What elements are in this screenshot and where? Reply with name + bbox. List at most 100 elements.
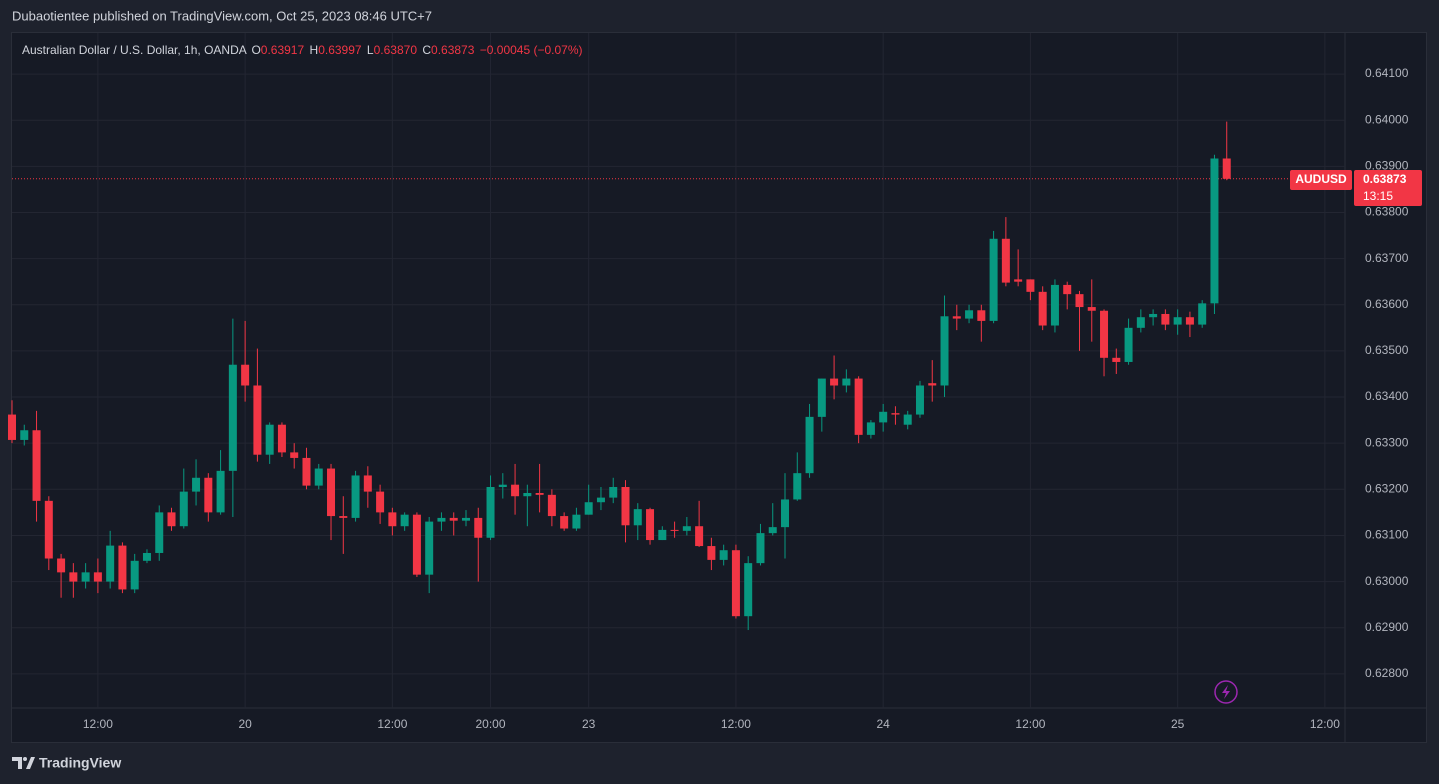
candle-body [560, 516, 569, 529]
y-tick-label: 0.63900 [1365, 159, 1409, 173]
candle-body [854, 378, 863, 435]
candle-body [866, 422, 875, 435]
candle-body [928, 383, 937, 386]
candle-body [830, 378, 839, 386]
y-tick-label: 0.62900 [1365, 620, 1409, 634]
candle-body [584, 502, 593, 515]
legend-header: Australian Dollar / U.S. Dollar, 1h, OAN… [22, 43, 583, 57]
candle-body [228, 364, 237, 471]
candle-body [940, 316, 949, 386]
x-tick-label: 23 [582, 717, 596, 731]
candle-body [425, 521, 434, 575]
y-tick-label: 0.63700 [1365, 251, 1409, 265]
candle-body [1149, 313, 1158, 318]
candle-body [1161, 313, 1170, 325]
candle-body [695, 526, 704, 547]
candle-body [989, 238, 998, 321]
x-tick-label: 20:00 [476, 717, 506, 731]
y-tick-label: 0.62800 [1365, 666, 1409, 680]
candle-body [707, 546, 716, 560]
candle-body [523, 492, 532, 497]
candle-body [363, 475, 372, 492]
brand: TradingView [12, 755, 121, 771]
high-value: 0.63997 [318, 43, 362, 57]
open-value: 0.63917 [261, 43, 305, 57]
price-tag-value: 0.63873 [1363, 172, 1407, 186]
candles [8, 121, 1231, 631]
y-tick-label: 0.63600 [1365, 297, 1409, 311]
candle-body [253, 385, 262, 455]
candle-body [327, 468, 336, 517]
x-tick-label: 12:00 [377, 717, 407, 731]
candle-body [817, 378, 826, 417]
candle-body [1112, 357, 1121, 362]
open-label: O [251, 43, 260, 57]
candle-body [1100, 310, 1109, 358]
symbol-tag-box [1290, 170, 1352, 190]
candle-body [609, 486, 618, 498]
x-tick-label: 25 [1171, 717, 1185, 731]
candle-body [879, 411, 888, 423]
candle-body [1210, 158, 1219, 304]
candle-body [903, 414, 912, 425]
candle-body [167, 512, 176, 527]
candle-body [633, 509, 642, 526]
candle-body [744, 563, 753, 617]
candle-body [915, 385, 924, 415]
x-tick-label: 24 [876, 717, 890, 731]
candle-body [474, 517, 483, 538]
candle-body [32, 430, 41, 501]
symbol-tag: AUDUSD [1295, 172, 1347, 186]
y-tick-label: 0.63300 [1365, 435, 1409, 449]
candle-body [731, 550, 740, 617]
candle-body [805, 416, 814, 474]
candle-body [719, 550, 728, 560]
lightning-icon [1214, 680, 1238, 704]
high-label: H [310, 43, 319, 57]
candle-body [768, 527, 777, 534]
icon-bolt [1222, 685, 1230, 699]
candle-body [1222, 158, 1231, 179]
icon-ring [1214, 680, 1238, 704]
price-tag-box [1354, 170, 1422, 206]
symbol: Australian Dollar / U.S. Dollar, 1h, OAN… [22, 43, 247, 57]
candle-body [535, 492, 544, 495]
candle-body [1050, 284, 1059, 326]
candle-body [1173, 317, 1182, 325]
change: −0.00045 (−0.07%) [480, 43, 583, 57]
candle-body [547, 494, 556, 517]
candle-body [400, 514, 409, 527]
candle-body [20, 430, 29, 440]
y-tick-label: 0.63400 [1365, 389, 1409, 403]
candle-body [106, 545, 115, 582]
x-tick-label: 12:00 [83, 717, 113, 731]
price-tag: AUDUSD 0.63873 13:15 [1290, 170, 1422, 206]
candle-body [1075, 294, 1084, 308]
candle-body [1198, 303, 1207, 325]
candle-body [142, 552, 151, 561]
candle-body [1185, 317, 1194, 325]
x-tick-label: 20 [238, 717, 252, 731]
candle-body [1014, 279, 1023, 282]
candle-body [57, 558, 66, 573]
candle-body [412, 514, 421, 575]
candle-body [265, 424, 274, 455]
candle-body [192, 477, 201, 492]
candle-body [658, 529, 667, 541]
candle-body [130, 560, 139, 590]
candle-body [290, 452, 299, 458]
brand-logo-dot [23, 757, 27, 761]
candle-body [1124, 327, 1133, 362]
candle-body [793, 473, 802, 500]
candle-body [8, 414, 16, 440]
publisher-line: Dubaotientee published on TradingView.co… [12, 8, 432, 23]
candle-body [1026, 279, 1035, 292]
candle-body [1136, 317, 1145, 328]
candle-body [621, 486, 630, 526]
candle-body [572, 514, 581, 529]
x-tick-label: 12:00 [1015, 717, 1045, 731]
candle-body [1087, 307, 1096, 311]
close-value: 0.63873 [431, 43, 475, 57]
